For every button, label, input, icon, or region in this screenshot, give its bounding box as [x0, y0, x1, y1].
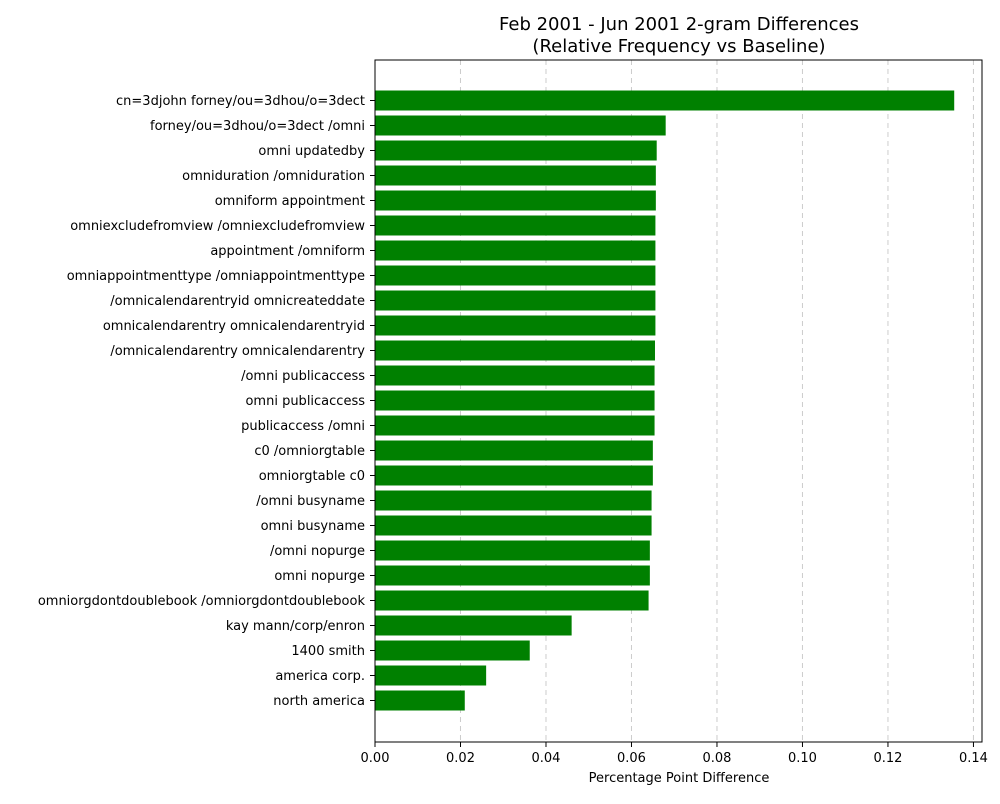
bar [375, 90, 955, 111]
y-tick-label: omnicalendarentry omnicalendarentryid [103, 319, 365, 334]
x-tick-label: 0.14 [959, 751, 988, 766]
bar [375, 265, 656, 286]
y-tick-label: publicaccess /omni [241, 419, 365, 434]
y-tick-label: 1400 smith [291, 644, 365, 659]
bar [375, 340, 655, 361]
x-tick-label: 0.10 [788, 751, 817, 766]
bar [375, 640, 530, 661]
x-tick-label: 0.00 [361, 751, 390, 766]
y-tick-label: kay mann/corp/enron [226, 619, 365, 634]
y-tick-label: omniorgtable c0 [259, 469, 365, 484]
bar [375, 390, 655, 411]
y-tick-label: omniform appointment [215, 194, 365, 209]
bar [375, 115, 666, 136]
y-tick-label: omni nopurge [274, 569, 365, 584]
bar [375, 565, 650, 586]
y-tick-label: omni publicaccess [245, 394, 365, 409]
bar [375, 440, 653, 461]
x-axis-label: Percentage Point Difference [589, 771, 770, 786]
x-tick-labels: 0.00 0.02 0.04 0.06 0.08 0.10 0.12 0.14 [361, 742, 988, 766]
y-tick-label: forney/ou=3dhou/o=3dect /omni [150, 119, 365, 134]
bar [375, 140, 657, 161]
y-tick-label: /omni busyname [256, 494, 365, 509]
x-tick-label: 0.02 [446, 751, 475, 766]
bar [375, 290, 656, 311]
y-tick-label: c0 /omniorgtable [254, 444, 365, 459]
bar [375, 165, 656, 186]
bar [375, 315, 656, 336]
bar [375, 465, 653, 486]
bar [375, 615, 572, 636]
y-tick-label: omni updatedby [258, 144, 365, 159]
chart-subtitle: (Relative Frequency vs Baseline) [532, 36, 825, 57]
bar [375, 215, 656, 236]
x-tick-label: 0.04 [532, 751, 561, 766]
bar [375, 190, 656, 211]
bar [375, 515, 652, 536]
y-tick-label: omniexcludefromview /omniexcludefromview [70, 219, 365, 234]
y-tick-label: omniorgdontdoublebook /omniorgdontdouble… [38, 594, 366, 609]
bar [375, 490, 652, 511]
y-tick-label: north america [273, 694, 365, 709]
y-tick-label: omniduration /omniduration [182, 169, 365, 184]
bar [375, 590, 649, 611]
y-tick-label: appointment /omniform [210, 244, 365, 259]
y-tick-label: america corp. [275, 669, 365, 684]
bar [375, 240, 656, 261]
y-tick-label: /omni publicaccess [241, 369, 365, 384]
x-tick-label: 0.06 [617, 751, 646, 766]
bar [375, 365, 655, 386]
x-tick-label: 0.08 [702, 751, 731, 766]
bar [375, 665, 487, 686]
bar [375, 540, 650, 561]
plot-frame [374, 59, 983, 743]
y-tick-label: /omnicalendarentryid omnicreateddate [110, 294, 365, 309]
x-tick-label: 0.12 [873, 751, 902, 766]
bar [375, 415, 655, 436]
y-tick-label: /omni nopurge [270, 544, 365, 559]
chart-title: Feb 2001 - Jun 2001 2-gram Differences [499, 14, 859, 35]
bar [375, 690, 465, 711]
y-tick-label: cn=3djohn forney/ou=3dhou/o=3dect [116, 94, 365, 109]
y-tick-label: omni busyname [261, 519, 365, 534]
y-tick-label: /omnicalendarentry omnicalendarentry [110, 344, 365, 359]
bars [375, 90, 955, 711]
y-tick-labels: cn=3djohn forney/ou=3dhou/o=3dect forney/… [38, 94, 375, 709]
y-tick-label: omniappointmenttype /omniappointmenttype [67, 269, 365, 284]
